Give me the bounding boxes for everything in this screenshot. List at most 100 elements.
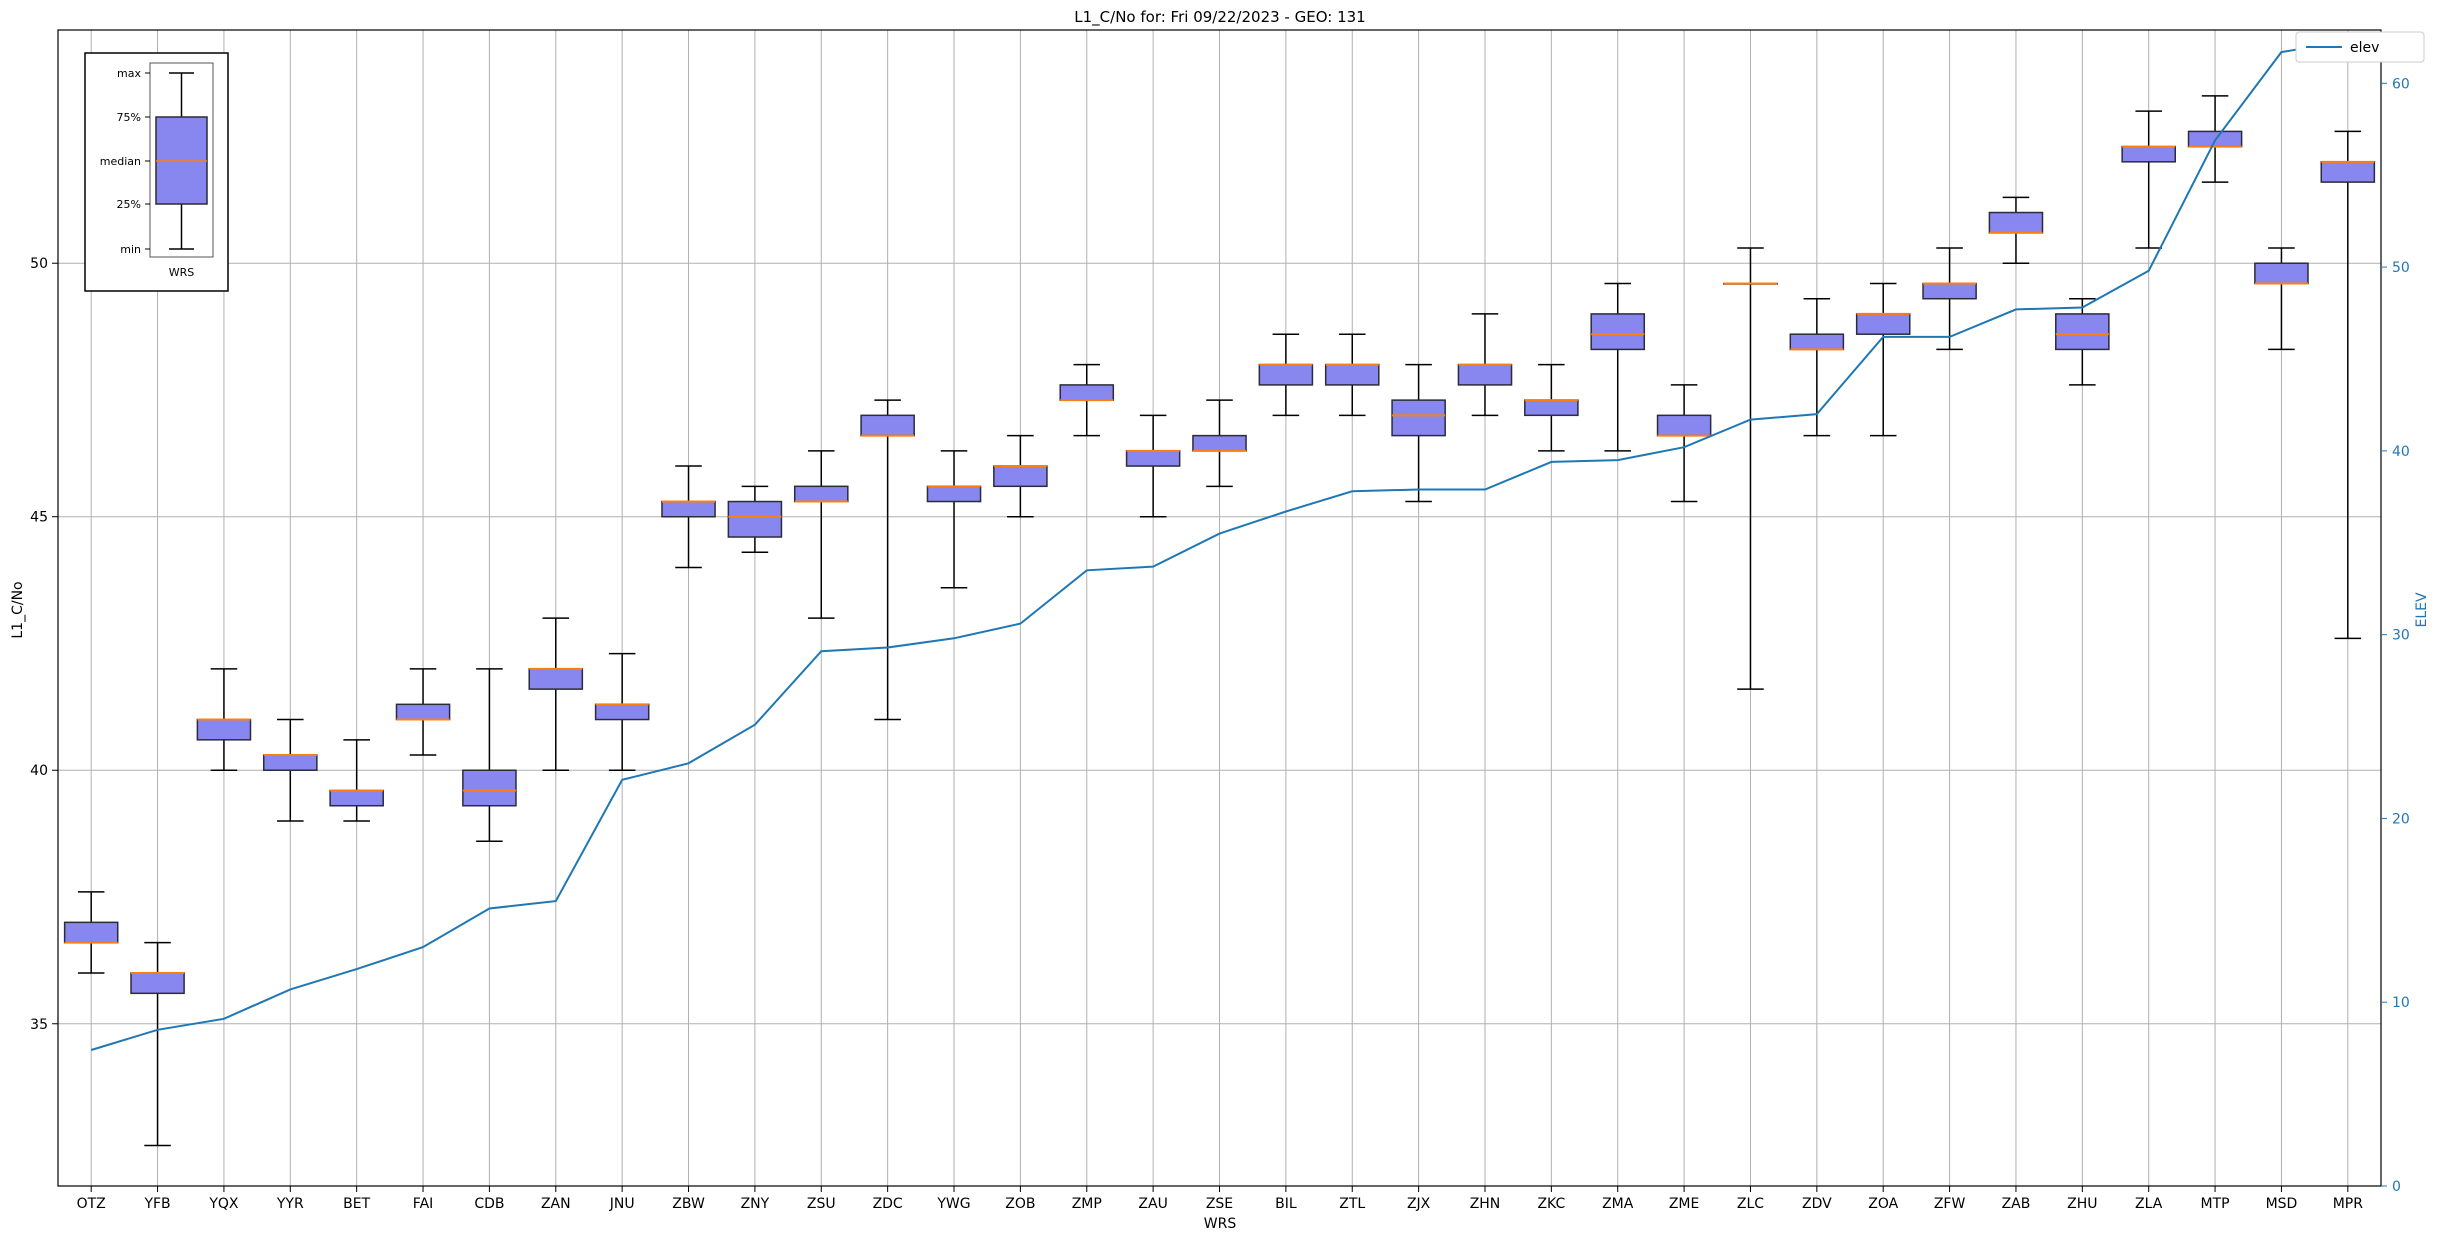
box-iqr: [594, 703, 650, 721]
legend-elev-label: elev: [2350, 40, 2379, 56]
x-axis-label: WRS: [1204, 1216, 1237, 1232]
y2-tick-label: 40: [2392, 444, 2410, 460]
x-tick-label: ZAN: [541, 1196, 571, 1212]
elev-line: [90, 40, 2348, 1051]
inset-label-min: min: [120, 243, 141, 256]
box-zdv: [1789, 297, 1845, 437]
y2-tick-label: 10: [2392, 995, 2410, 1011]
y-axis-label: L1_C/No: [10, 581, 26, 638]
box-iqr: [462, 769, 517, 807]
y-tick-label: 50: [30, 256, 48, 272]
box-fai: [395, 668, 451, 756]
box-zhu: [2055, 297, 2110, 386]
y2-tick-label: 30: [2392, 628, 2410, 644]
x-tick-label: ZLC: [1737, 1196, 1764, 1212]
box-mpr: [2320, 130, 2376, 640]
x-tick-label: MPR: [2333, 1196, 2364, 1212]
box-yqx: [196, 668, 252, 771]
box-iqr: [1258, 363, 1314, 386]
box-bil: [1258, 333, 1314, 417]
x-tick-label: ZSU: [807, 1196, 836, 1212]
box-zmp: [1059, 363, 1115, 437]
box-iqr: [2121, 145, 2176, 163]
box-iqr: [860, 414, 915, 437]
box-iqr: [1922, 282, 1977, 300]
x-tick-label: BET: [343, 1196, 370, 1212]
x-tick-label: ZTL: [1339, 1196, 1365, 1212]
x-tick-label: MTP: [2201, 1196, 2230, 1212]
x-tick-label: ZSE: [1206, 1196, 1233, 1212]
x-tick-label: ZHU: [2067, 1196, 2097, 1212]
x-tick-label: ZNY: [741, 1196, 770, 1212]
elev-series: [90, 40, 2348, 1051]
x-tick-label: ZFW: [1934, 1196, 1966, 1212]
x-tick-label: CDB: [474, 1196, 504, 1212]
y-tick-label: 40: [30, 763, 48, 779]
inset-label-max: max: [117, 67, 141, 80]
x-tick-label: ZDV: [1802, 1196, 1832, 1212]
grid-lines: [58, 30, 2381, 1186]
y2-tick-label: 50: [2392, 260, 2410, 276]
box-iqr: [329, 789, 384, 807]
axes: OTZ YFB YQX YYR BET FAI CDB ZAN JNU ZBW ZNY ZSU ZDC Y…: [30, 29, 2410, 1212]
inset-label-25: 25%: [117, 198, 141, 211]
box-yyr: [263, 718, 318, 822]
box-iqr: [1192, 434, 1247, 452]
box-ztl: [1324, 333, 1380, 417]
inset-label-median: median: [100, 155, 141, 168]
box-zab: [1988, 196, 2044, 264]
y2-tick-label: 60: [2392, 76, 2410, 92]
box-iqr: [2320, 161, 2376, 183]
x-tick-label: ZME: [1669, 1196, 1700, 1212]
box-zoa: [1855, 282, 1911, 437]
y2-tick-label: 20: [2392, 811, 2410, 827]
box-zsu: [793, 450, 849, 619]
box-iqr: [727, 500, 783, 538]
x-tick-label: FAI: [413, 1196, 433, 1212]
y2-tick-label: 0: [2392, 1179, 2401, 1195]
x-tick-label: YWG: [936, 1196, 970, 1212]
box-ywg: [926, 450, 982, 589]
box-iqr: [1988, 211, 2044, 234]
box-zfw: [1922, 247, 1977, 351]
box-iqr: [1457, 363, 1513, 386]
x-tick-label: BIL: [1275, 1196, 1297, 1212]
box-zny: [727, 485, 783, 553]
box-msd: [2254, 247, 2309, 351]
x-tick-label: ZMP: [1072, 1196, 1102, 1212]
box-legend-inset: max 75% median 25% min WRS: [84, 52, 229, 292]
box-iqr: [1125, 450, 1181, 467]
box-iqr: [926, 485, 982, 503]
box-cdb: [462, 668, 517, 842]
box-iqr: [196, 718, 252, 741]
box-iqr: [1524, 399, 1579, 417]
inset-category-label: WRS: [169, 266, 195, 279]
box-zkc: [1524, 363, 1579, 452]
box-zme: [1656, 384, 1712, 503]
box-iqr: [793, 485, 849, 503]
box-yfb: [130, 941, 185, 1147]
legend-frame: [2295, 31, 2425, 63]
x-tick-label: YQX: [208, 1196, 239, 1212]
x-tick-label: ZJX: [1407, 1196, 1431, 1212]
box-zjx: [1391, 363, 1446, 503]
box-iqr: [1059, 384, 1115, 401]
x-tick-label: ZOB: [1005, 1196, 1035, 1212]
box-iqr: [528, 668, 584, 690]
box-series: [63, 95, 2376, 1147]
x-tick-label: ZKC: [1537, 1196, 1565, 1212]
inset-axes: [149, 62, 214, 258]
box-iqr: [2055, 313, 2110, 351]
x-tick-label: ZMA: [1602, 1196, 1634, 1212]
legend: elev: [2295, 31, 2425, 63]
box-bet: [329, 739, 384, 822]
box-iqr: [1656, 414, 1712, 437]
x-tick-label: ZDC: [873, 1196, 903, 1212]
y-tick-label: 45: [30, 510, 48, 526]
x-tick-label: MSD: [2266, 1196, 2298, 1212]
x-tick-label: JNU: [609, 1196, 635, 1212]
y-tick-label: 35: [30, 1017, 48, 1033]
box-zma: [1590, 282, 1646, 452]
box-zlc: [1723, 247, 1778, 690]
